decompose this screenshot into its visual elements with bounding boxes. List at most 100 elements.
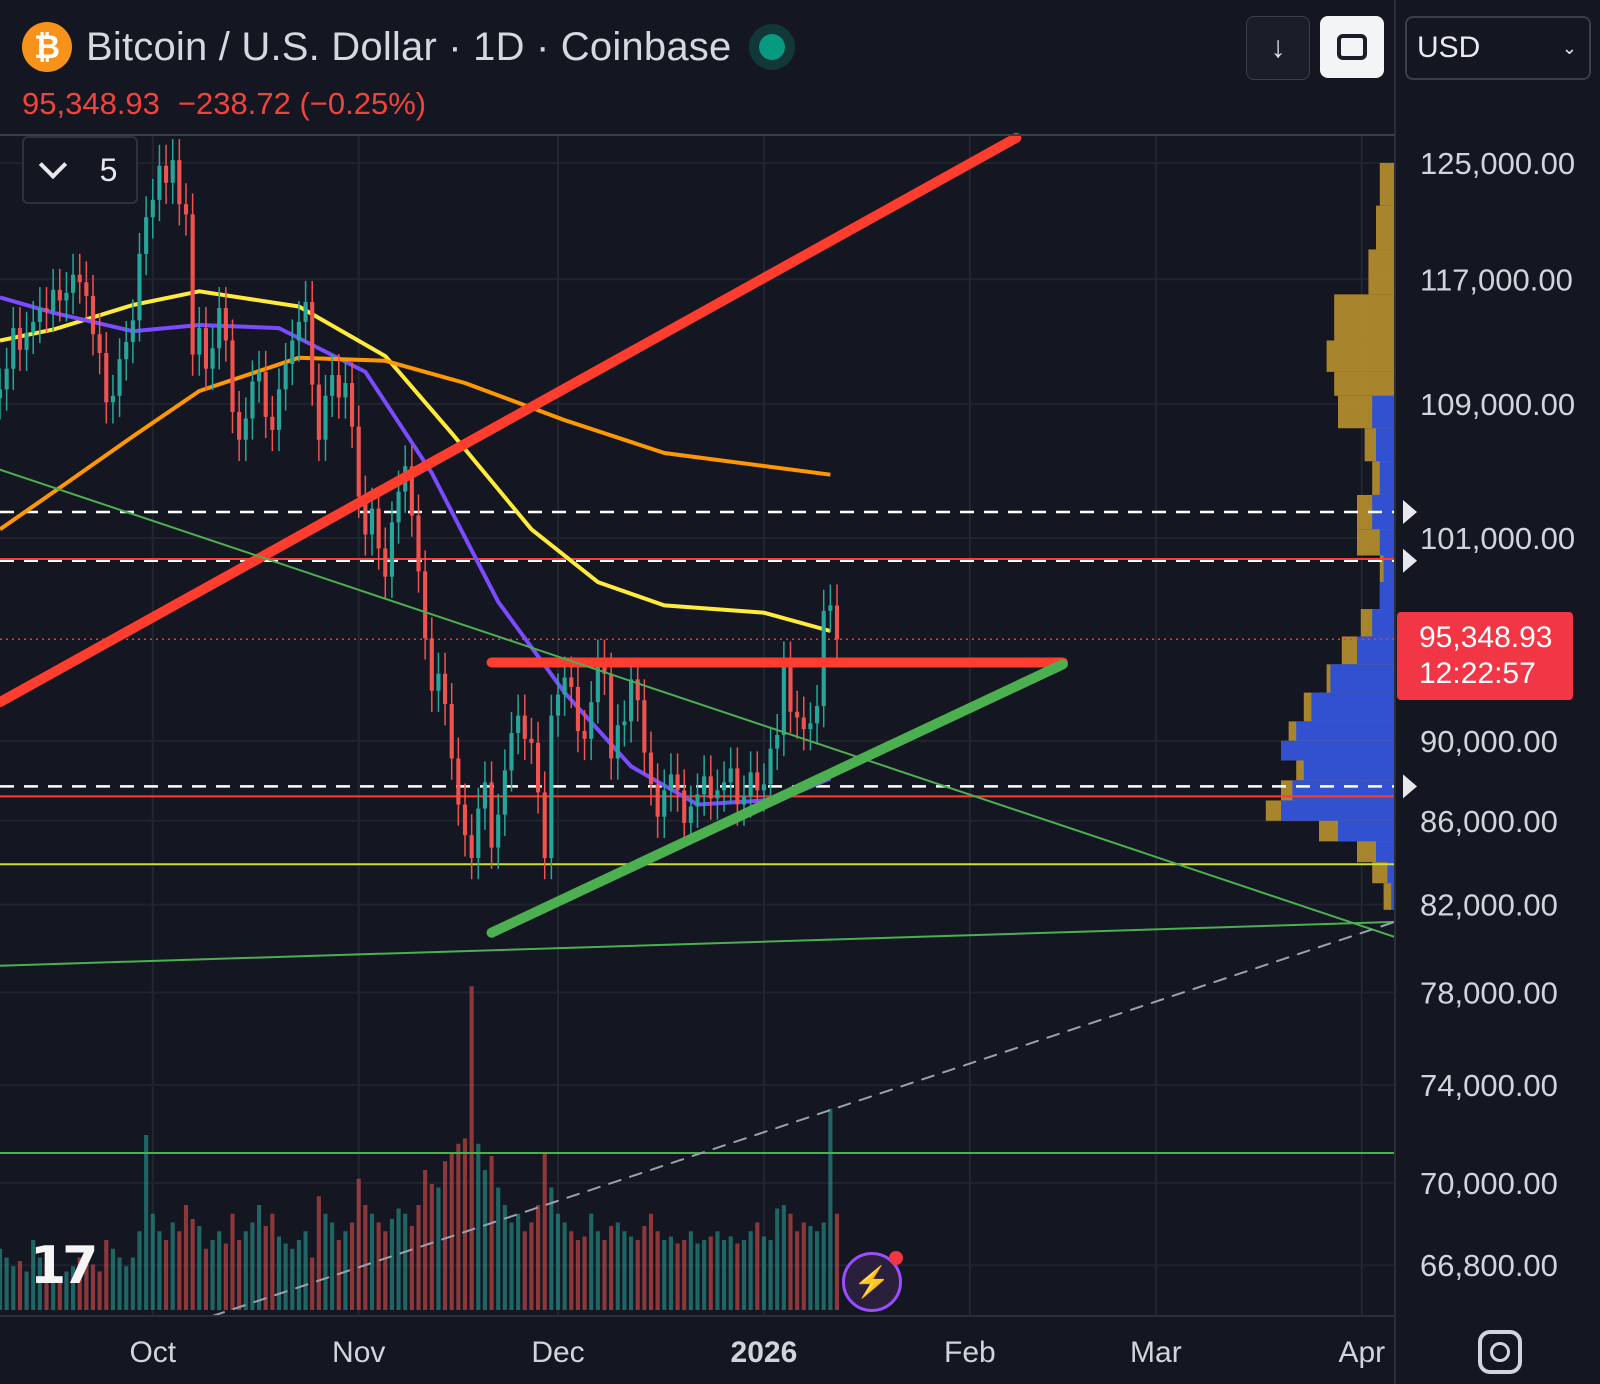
gear-icon	[1490, 1342, 1510, 1362]
candle-body	[57, 289, 62, 301]
volume-profile-value-area	[1357, 636, 1395, 665]
volume-bar	[144, 1135, 149, 1310]
candle-body	[516, 715, 521, 734]
volume-bar	[423, 1170, 428, 1310]
candle-body	[17, 328, 22, 350]
candle-body	[755, 772, 760, 791]
level-marker	[1403, 774, 1417, 799]
market-open-indicator	[759, 34, 786, 60]
candle-body	[496, 814, 501, 848]
candle-body	[741, 796, 747, 805]
volume-profile-value-area	[1376, 841, 1395, 863]
volume-bar	[290, 1248, 295, 1310]
volume-bar	[482, 1170, 487, 1310]
candle-body	[263, 371, 268, 417]
volume-bar	[549, 1187, 554, 1310]
volume-bar	[536, 1205, 541, 1310]
candle-body	[675, 774, 680, 791]
volume-bar	[728, 1236, 733, 1310]
volume-bar	[283, 1243, 288, 1310]
volume-bar	[64, 1271, 69, 1310]
volume-bar	[24, 1271, 29, 1310]
y-tick-label: 90,000.00	[1420, 724, 1558, 759]
candle-body	[350, 383, 355, 427]
candle-body	[482, 782, 487, 809]
volume-bar	[555, 1213, 561, 1310]
candle-body	[376, 508, 381, 549]
volume-bar	[310, 1257, 315, 1310]
trendline-2	[486, 659, 1068, 938]
volume-bar	[688, 1231, 693, 1310]
candle-body	[536, 742, 541, 793]
price-summary: 95,348.93 −238.72 (−0.25%)	[22, 86, 426, 122]
volume-bar	[834, 1213, 840, 1310]
volume-bar	[197, 1226, 202, 1310]
volume-profile-value-area	[1296, 721, 1395, 741]
volume-bar	[429, 1184, 434, 1310]
volume-bar	[409, 1226, 414, 1310]
notification-dot	[889, 1251, 903, 1265]
y-tick-label: 74,000.00	[1420, 1068, 1558, 1103]
volume-profile-bar	[1379, 162, 1395, 206]
y-tick-label: 101,000.00	[1420, 521, 1575, 556]
settings-button[interactable]	[1478, 1330, 1522, 1374]
candle-body	[615, 725, 620, 759]
volume-bar	[542, 1152, 547, 1310]
symbol-header[interactable]: ₿ Bitcoin / U.S. Dollar · 1D · Coinbase	[22, 22, 786, 72]
volume-profile-bar	[1376, 205, 1395, 250]
volume-bar	[462, 1138, 468, 1310]
candle-body	[64, 292, 69, 301]
volume-bar	[522, 1231, 527, 1310]
volume-profile-value-area	[1330, 664, 1395, 693]
y-tick-label: 78,000.00	[1420, 976, 1558, 1011]
candle-body	[303, 301, 308, 322]
volume-bar	[781, 1205, 786, 1310]
fullscreen-button[interactable]	[1320, 16, 1384, 78]
candle-body	[4, 368, 9, 390]
volume-bar	[4, 1257, 9, 1310]
indicators-toggle[interactable]: 5	[22, 136, 138, 204]
candle-body	[682, 790, 687, 823]
candle-body	[137, 253, 142, 321]
candle-body	[655, 784, 660, 817]
candle-body	[429, 638, 434, 691]
volume-profile-value-area	[1372, 609, 1395, 637]
volume-profile-value-area	[1338, 820, 1395, 842]
volume-bar	[635, 1240, 640, 1310]
volume-bar	[595, 1231, 600, 1310]
volume-bar	[263, 1226, 268, 1310]
trendline-5	[211, 920, 1396, 1317]
candle-body	[336, 375, 341, 398]
volume-bar	[735, 1243, 740, 1310]
level-marker	[1403, 548, 1417, 573]
volume-bar	[642, 1226, 647, 1310]
candle-body	[97, 334, 102, 353]
candle-body	[183, 204, 189, 215]
candle-body	[555, 694, 561, 716]
volume-bar	[330, 1222, 335, 1310]
candle-body	[695, 794, 700, 807]
download-button[interactable]: ↓	[1246, 16, 1310, 80]
volume-bar	[343, 1231, 348, 1310]
candle-body	[157, 165, 162, 200]
tradingview-logo[interactable]: 17	[30, 1236, 98, 1296]
volume-bar	[569, 1231, 574, 1310]
candle-body	[648, 752, 654, 785]
volume-bar	[183, 1205, 189, 1310]
x-tick-label: 2026	[731, 1336, 798, 1369]
volume-bar	[602, 1240, 607, 1310]
volume-bar	[695, 1243, 700, 1310]
candle-body	[276, 389, 282, 430]
candle-body	[629, 679, 634, 722]
ai-assistant-button[interactable]: ⚡	[842, 1251, 903, 1312]
candle-body	[722, 782, 727, 791]
candle-body	[117, 359, 122, 396]
volume-bar	[615, 1222, 620, 1310]
currency-select[interactable]: USD ⌄	[1405, 16, 1591, 80]
candle-body	[369, 508, 375, 535]
volume-bar	[761, 1236, 766, 1310]
candle-body	[217, 308, 222, 349]
volume-bar	[164, 1240, 169, 1310]
volume-bar	[90, 1264, 96, 1310]
